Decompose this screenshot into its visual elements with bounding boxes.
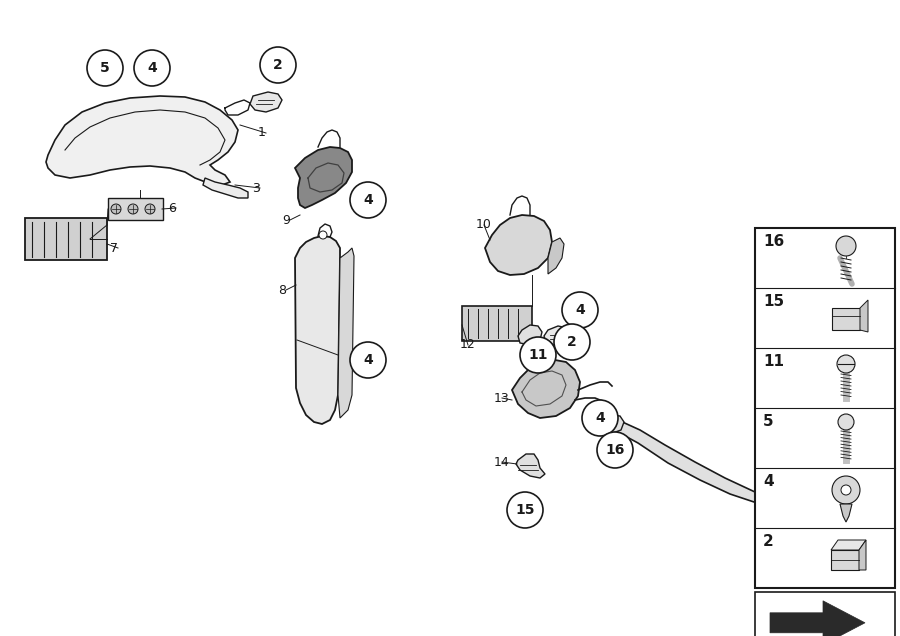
Text: 8: 8 (278, 284, 286, 296)
Text: 16: 16 (763, 235, 784, 249)
Text: 11: 11 (763, 354, 784, 370)
Circle shape (832, 476, 860, 504)
Text: 2: 2 (567, 335, 577, 349)
Circle shape (350, 342, 386, 378)
Text: 4: 4 (575, 303, 585, 317)
Circle shape (260, 47, 296, 83)
Circle shape (597, 432, 633, 468)
Circle shape (134, 50, 170, 86)
Polygon shape (485, 215, 552, 275)
Text: 15: 15 (763, 294, 784, 310)
Circle shape (507, 492, 543, 528)
Polygon shape (46, 96, 238, 185)
Polygon shape (598, 415, 624, 434)
Text: 4: 4 (763, 474, 774, 490)
Circle shape (111, 204, 121, 214)
Text: 4: 4 (363, 193, 373, 207)
Polygon shape (338, 248, 354, 418)
Polygon shape (516, 454, 545, 478)
Text: 4: 4 (363, 353, 373, 367)
Text: 2: 2 (273, 58, 283, 72)
Circle shape (128, 204, 138, 214)
Bar (108, 198, 163, 220)
Bar (755, 592, 895, 636)
Polygon shape (512, 360, 580, 418)
Polygon shape (831, 540, 866, 550)
Bar (831, 550, 859, 570)
Text: 15: 15 (515, 503, 535, 517)
Circle shape (841, 485, 851, 495)
Text: 16: 16 (606, 443, 625, 457)
Text: 1: 1 (258, 127, 265, 139)
Polygon shape (840, 504, 852, 522)
Polygon shape (295, 147, 352, 208)
Polygon shape (859, 540, 866, 570)
Text: 14: 14 (494, 455, 509, 469)
Text: 3: 3 (252, 181, 260, 195)
Bar (462, 306, 532, 341)
Text: 6: 6 (168, 202, 176, 214)
Circle shape (319, 231, 327, 239)
Circle shape (838, 414, 854, 430)
Text: 2: 2 (763, 534, 774, 550)
Polygon shape (548, 238, 564, 274)
Text: 4: 4 (595, 411, 605, 425)
Text: 12: 12 (460, 338, 476, 352)
Text: 7: 7 (110, 242, 118, 254)
Text: 9: 9 (282, 214, 290, 226)
Text: 11: 11 (528, 348, 548, 362)
Circle shape (520, 337, 556, 373)
Polygon shape (518, 325, 542, 345)
Polygon shape (250, 92, 282, 112)
Circle shape (87, 50, 123, 86)
Polygon shape (606, 418, 790, 510)
Bar (25, 218, 107, 260)
Text: 5: 5 (763, 415, 774, 429)
Circle shape (554, 324, 590, 360)
Bar (755, 228, 895, 588)
Polygon shape (770, 601, 865, 636)
Circle shape (837, 355, 855, 373)
Circle shape (562, 292, 598, 328)
Circle shape (350, 182, 386, 218)
Bar (832, 308, 860, 330)
Polygon shape (860, 300, 868, 332)
Circle shape (145, 204, 155, 214)
Text: 10: 10 (476, 219, 492, 232)
Circle shape (836, 236, 856, 256)
Text: 13: 13 (494, 392, 509, 404)
Text: 4: 4 (147, 61, 157, 75)
Circle shape (582, 400, 618, 436)
Polygon shape (295, 236, 340, 424)
Polygon shape (544, 326, 572, 346)
Text: 5: 5 (100, 61, 110, 75)
Polygon shape (203, 178, 248, 198)
